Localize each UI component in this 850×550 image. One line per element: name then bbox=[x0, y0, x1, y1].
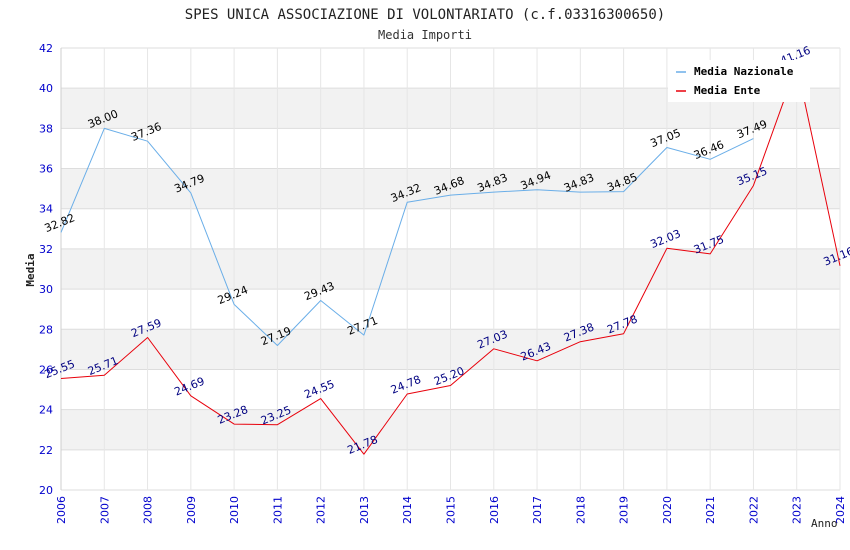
y-axis-ticks: 20 22 24 26 28 30 32 34 36 38 40 42 bbox=[39, 42, 53, 497]
data-label: 24.78 bbox=[389, 373, 423, 397]
x-tick-label: 2015 bbox=[445, 496, 458, 524]
x-tick-label: 2019 bbox=[618, 496, 631, 524]
x-tick-label: 2022 bbox=[747, 496, 760, 524]
x-tick-label: 2016 bbox=[488, 496, 501, 524]
x-axis-ticks: 2006 2007 2008 2009 2010 2011 2012 2013 2014 2015… bbox=[55, 496, 847, 524]
x-tick-label: 2007 bbox=[98, 496, 111, 524]
chart-subtitle: Media Importi bbox=[378, 28, 472, 42]
y-tick-label: 20 bbox=[39, 484, 53, 497]
y-tick-label: 28 bbox=[39, 323, 53, 336]
y-tick-label: 42 bbox=[39, 42, 53, 55]
legend-label-media-ente: Media Ente bbox=[694, 84, 761, 97]
y-tick-label: 24 bbox=[39, 404, 53, 417]
x-tick-label: 2018 bbox=[574, 496, 587, 524]
y-tick-label: 30 bbox=[39, 283, 53, 296]
chart-title: SPES UNICA ASSOCIAZIONE DI VOLONTARIATO … bbox=[185, 7, 665, 23]
x-axis-label: Anno bbox=[811, 517, 838, 530]
x-tick-label: 2021 bbox=[704, 496, 717, 524]
y-tick-label: 26 bbox=[39, 363, 53, 376]
series-line-media-ente bbox=[60, 64, 841, 455]
x-tick-label: 2008 bbox=[142, 496, 155, 524]
legend-label-media-nazionale: Media Nazionale bbox=[694, 65, 794, 78]
x-tick-label: 2006 bbox=[55, 496, 68, 524]
legend: Media Nazionale Media Ente bbox=[668, 60, 810, 102]
x-tick-label: 2017 bbox=[531, 496, 544, 524]
x-tick-label: 2024 bbox=[834, 496, 847, 524]
legend-box bbox=[668, 60, 810, 102]
x-tick-label: 2011 bbox=[271, 496, 284, 524]
y-tick-label: 32 bbox=[39, 243, 53, 256]
y-tick-label: 40 bbox=[39, 82, 53, 95]
grid-lines bbox=[60, 47, 841, 491]
x-tick-label: 2009 bbox=[185, 496, 198, 524]
y-tick-label: 34 bbox=[39, 203, 53, 216]
data-label: 32.03 bbox=[649, 227, 683, 251]
x-tick-label: 2013 bbox=[358, 496, 371, 524]
series-line-media-nazionale bbox=[60, 127, 754, 346]
series-lines bbox=[60, 64, 841, 455]
x-tick-label: 2023 bbox=[791, 496, 804, 524]
x-tick-label: 2014 bbox=[401, 496, 414, 524]
y-tick-label: 36 bbox=[39, 163, 53, 176]
y-axis-label: Media bbox=[24, 253, 37, 286]
data-label: 36.46 bbox=[692, 138, 726, 162]
data-label: 37.05 bbox=[649, 126, 683, 150]
y-tick-label: 22 bbox=[39, 444, 53, 457]
x-tick-label: 2010 bbox=[228, 496, 241, 524]
x-tick-label: 2020 bbox=[661, 496, 674, 524]
x-tick-label: 2012 bbox=[315, 496, 328, 524]
y-tick-label: 38 bbox=[39, 122, 53, 135]
data-label: 24.55 bbox=[302, 377, 336, 401]
